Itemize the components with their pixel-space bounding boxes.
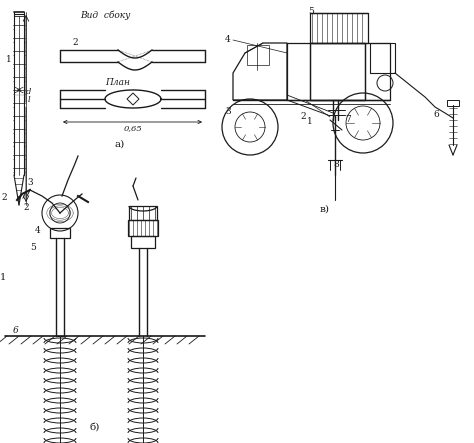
Text: б): б) [90, 423, 100, 432]
Text: 4: 4 [225, 35, 231, 44]
Text: в): в) [320, 205, 330, 214]
Text: 2: 2 [300, 112, 306, 121]
Text: 5: 5 [30, 243, 36, 252]
Text: 3: 3 [27, 178, 33, 187]
Text: 5: 5 [308, 7, 314, 16]
Text: 2: 2 [23, 203, 28, 212]
Text: 1: 1 [307, 117, 313, 126]
Bar [370, 43, 395, 73]
Bar [247, 45, 269, 65]
Text: 1: 1 [6, 55, 12, 64]
Text: План: План [106, 78, 130, 87]
Bar [447, 100, 459, 106]
Text: Вид  сбоку: Вид сбоку [80, 10, 130, 19]
Text: 6: 6 [13, 326, 19, 335]
Bar [310, 13, 368, 43]
Text: 7: 7 [345, 115, 351, 124]
Text: а): а) [115, 140, 125, 149]
Bar [310, 43, 365, 100]
Bar [128, 220, 158, 236]
Text: 2: 2 [72, 38, 78, 47]
Text: 6: 6 [433, 110, 439, 119]
Text: 4: 4 [35, 226, 41, 235]
Text: d: d [26, 88, 31, 96]
Text: 3: 3 [225, 107, 231, 116]
Bar [50, 228, 70, 238]
Bar [310, 43, 365, 100]
Text: l: l [28, 96, 31, 104]
Bar [131, 236, 155, 248]
Text: 2: 2 [1, 193, 7, 202]
Text: 8: 8 [333, 160, 339, 169]
Text: 1: 1 [0, 273, 6, 282]
Text: 0,65: 0,65 [124, 124, 142, 132]
Bar [129, 206, 157, 220]
